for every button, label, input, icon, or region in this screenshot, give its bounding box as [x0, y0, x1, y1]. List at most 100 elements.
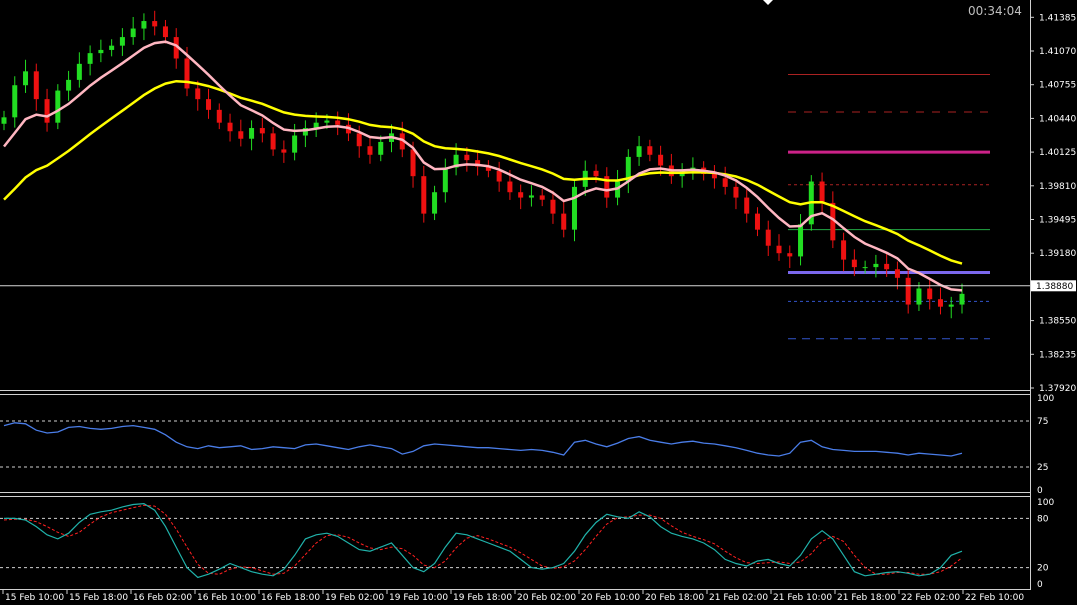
candle-body — [464, 154, 470, 161]
time-tick-label: 22 Feb 02:00 — [901, 593, 960, 603]
price-tick-label: 1.39810 — [1039, 182, 1076, 192]
candle-body — [625, 156, 631, 182]
candle-body — [884, 263, 890, 270]
candle-body — [302, 128, 308, 136]
shift-marker-icon[interactable] — [763, 0, 773, 5]
rsi-tick-label: 0 — [1037, 486, 1043, 496]
candle-body — [141, 21, 147, 29]
candle-body — [819, 181, 825, 203]
price-tick-label: 1.38235 — [1039, 350, 1076, 360]
time-tick-label: 22 Feb 10:00 — [965, 593, 1024, 603]
candle-body — [98, 49, 104, 54]
candle-body — [367, 146, 373, 155]
time-tick-label: 16 Feb 10:00 — [197, 593, 256, 603]
candlesticks — [1, 10, 965, 319]
candle-body — [873, 263, 879, 268]
candle-body — [787, 253, 793, 257]
rsi-tick-label: 75 — [1037, 417, 1048, 427]
candle-body — [830, 202, 836, 241]
moving-averages — [3, 40, 963, 292]
candle-body — [636, 146, 642, 157]
candle-body — [378, 141, 384, 155]
candle-body — [927, 288, 933, 300]
candle-body — [894, 269, 900, 278]
candle-body — [152, 21, 158, 27]
candle-body — [281, 149, 287, 153]
time-tick-label: 15 Feb 10:00 — [5, 593, 64, 603]
candle-body — [475, 160, 481, 167]
time-tick-label: 20 Feb 10:00 — [581, 593, 640, 603]
candle-body — [44, 99, 50, 123]
stoch-tick-label: 80 — [1037, 514, 1049, 524]
candle-body — [1, 117, 7, 124]
price-tick-label: 1.41070 — [1039, 47, 1076, 57]
candle-body — [571, 186, 577, 230]
candle-body — [227, 122, 233, 132]
candle-body — [507, 181, 513, 193]
candle-body — [841, 240, 847, 260]
current-price-box — [1031, 280, 1076, 292]
candle-body — [356, 133, 362, 147]
candle-body — [485, 166, 491, 171]
candle-body — [711, 174, 717, 179]
time-tick-label: 20 Feb 02:00 — [517, 593, 576, 603]
time-tick-label: 19 Feb 18:00 — [453, 593, 512, 603]
price-tick-label: 1.37920 — [1039, 384, 1076, 394]
time-tick-label: 19 Feb 10:00 — [389, 593, 448, 603]
time-tick-label: 21 Feb 10:00 — [773, 593, 832, 603]
candle-body — [550, 199, 556, 214]
candle-body — [765, 229, 771, 246]
price-axis: 1.41385 1.41070 1.40755 1.40440 1.40125 1.398… — [1030, 13, 1076, 394]
candle-body — [539, 195, 545, 200]
candle-body — [270, 133, 276, 150]
slow-ma-line — [3, 79, 963, 265]
time-tick-label: 21 Feb 18:00 — [837, 593, 896, 603]
candle-body — [442, 167, 448, 193]
candle-body — [313, 122, 319, 129]
candle-body — [410, 149, 416, 177]
candle-body — [421, 176, 427, 214]
time-tick-label: 21 Feb 02:00 — [709, 593, 768, 603]
current-price-label: 1.38880 — [1036, 282, 1073, 292]
rsi-tick-label: 100 — [1037, 394, 1054, 404]
candle-body — [937, 299, 943, 307]
price-tick-label: 1.40755 — [1039, 81, 1076, 91]
time-tick-label: 15 Feb 18:00 — [69, 593, 128, 603]
horizontal-levels — [788, 74, 990, 340]
candle-body — [76, 63, 82, 80]
stoch-tick-label: 0 — [1037, 580, 1043, 590]
stochastic-indicator: 100 80 20 0 — [0, 498, 1054, 590]
candle-body — [733, 186, 739, 198]
candle-body — [518, 192, 524, 198]
price-tick-label: 1.39495 — [1039, 216, 1076, 226]
price-tick-label: 1.40125 — [1039, 148, 1076, 158]
rsi-indicator: 100 75 25 0 — [0, 394, 1054, 496]
candle-body — [754, 213, 760, 230]
candle-body — [195, 88, 201, 100]
candle-body — [916, 288, 922, 305]
candle-body — [453, 154, 459, 168]
candle-body — [249, 128, 255, 139]
candle-body — [130, 28, 136, 38]
price-tick-label: 1.39180 — [1039, 249, 1076, 259]
candle-body — [432, 192, 438, 214]
current-price-marker: 1.38880 — [0, 280, 1076, 292]
candle-body — [162, 26, 168, 38]
stoch-tick-label: 20 — [1037, 564, 1049, 574]
candle-body — [109, 45, 115, 50]
candle-body — [744, 197, 750, 214]
candle-body — [399, 133, 405, 150]
candle-body — [184, 58, 190, 89]
stoch-signal-line — [3, 504, 963, 575]
candle-body — [119, 37, 125, 46]
candle-body — [959, 293, 965, 305]
time-tick-label: 16 Feb 18:00 — [261, 593, 320, 603]
candle-body — [862, 267, 868, 269]
candle-body — [23, 71, 29, 86]
stoch-main-line — [4, 502, 963, 579]
candle-body — [647, 146, 653, 155]
candle-body — [33, 71, 39, 100]
candle-body — [604, 176, 610, 198]
